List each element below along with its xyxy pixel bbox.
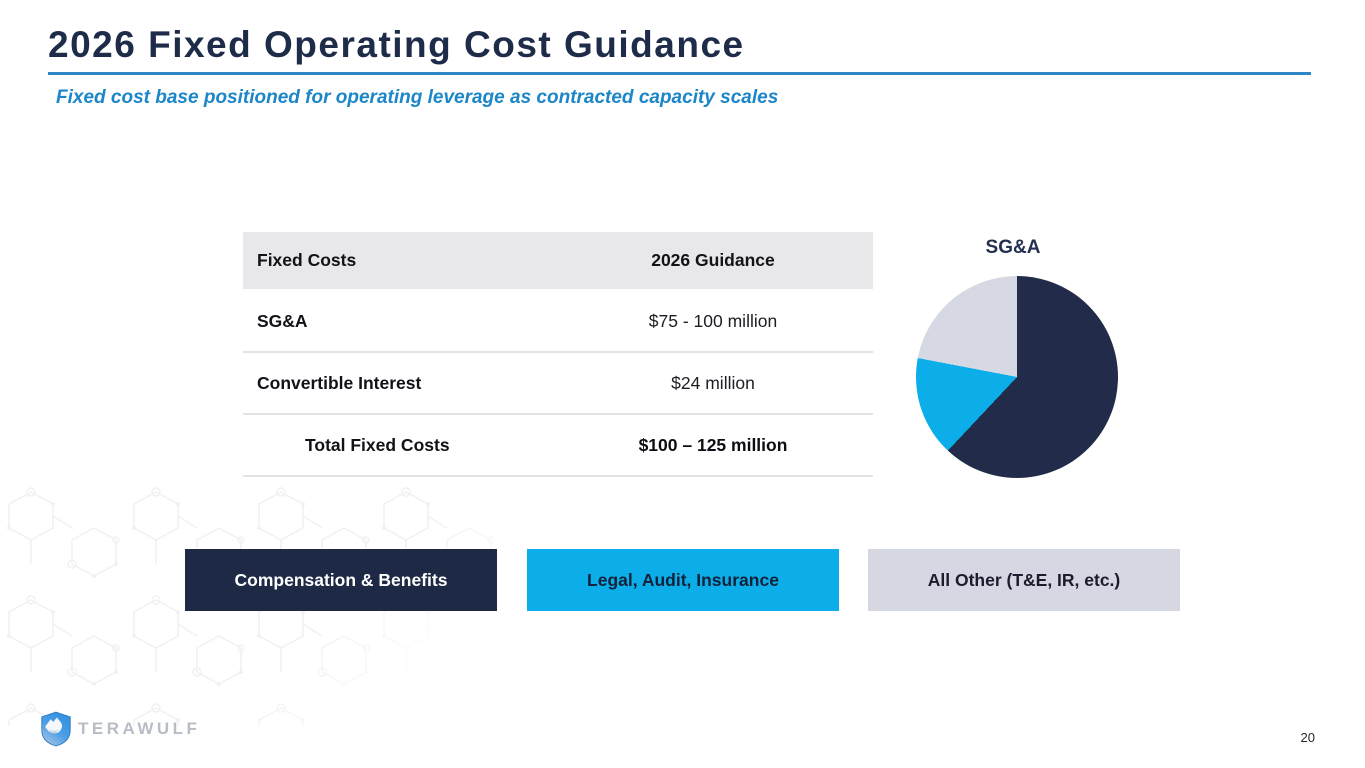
legend-label: All Other (T&E, IR, etc.) bbox=[927, 569, 1121, 590]
legend-item-all-other: All Other (T&E, IR, etc.) bbox=[868, 549, 1180, 611]
page-number: 20 bbox=[1300, 730, 1315, 745]
title-divider bbox=[48, 72, 1311, 75]
row-label: SG&A bbox=[243, 289, 553, 353]
row-label: Total Fixed Costs bbox=[243, 414, 553, 477]
row-value: $75 - 100 million bbox=[553, 289, 873, 353]
table-header-row: Fixed Costs 2026 Guidance bbox=[243, 232, 873, 290]
row-value: $24 million bbox=[553, 352, 873, 415]
legend-label: Legal, Audit, Insurance bbox=[587, 569, 779, 590]
table-row-sga: SG&A $75 - 100 million bbox=[243, 289, 873, 353]
wolf-shield-icon bbox=[41, 711, 71, 747]
table-row-total-fixed-costs: Total Fixed Costs $100 – 125 million bbox=[243, 414, 873, 477]
slide-subtitle: Fixed cost base positioned for operating… bbox=[56, 87, 779, 108]
column-header-2026-guidance: 2026 Guidance bbox=[553, 232, 873, 290]
pie-chart-title: SG&A bbox=[985, 237, 1041, 258]
row-label: Convertible Interest bbox=[243, 352, 553, 415]
legend-label: Compensation & Benefits bbox=[234, 569, 448, 590]
legend-item-compensation-benefits: Compensation & Benefits bbox=[185, 549, 497, 611]
sga-pie-chart bbox=[916, 276, 1118, 478]
logo-wordmark: TERAWULF bbox=[78, 719, 201, 738]
legend-item-legal-audit-insurance: Legal, Audit, Insurance bbox=[527, 549, 839, 611]
column-header-fixed-costs: Fixed Costs bbox=[243, 232, 553, 290]
row-value: $100 – 125 million bbox=[553, 414, 873, 477]
slide-title: 2026 Fixed Operating Cost Guidance bbox=[48, 24, 745, 65]
fixed-costs-table: Fixed Costs 2026 Guidance SG&A $75 - 100… bbox=[243, 232, 873, 477]
table-row-convertible-interest: Convertible Interest $24 million bbox=[243, 352, 873, 415]
terawulf-logo: TERAWULF bbox=[40, 711, 200, 747]
